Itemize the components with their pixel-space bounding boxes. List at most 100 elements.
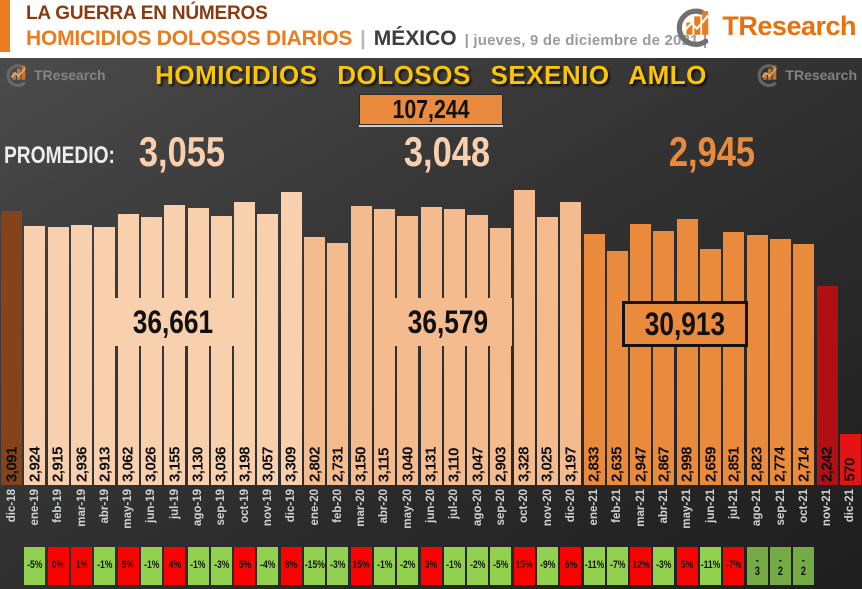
pct-change-feb-20: -3% xyxy=(327,547,349,585)
bar-value-label: 2,774 xyxy=(771,446,789,482)
pct-change-jul-19: 4% xyxy=(164,547,186,585)
average-2019: 3,055 xyxy=(138,128,226,175)
month-label-ago-21: ago-21 xyxy=(751,489,764,527)
watermark-right: TResearch xyxy=(756,62,857,87)
bar-abr-19: 2,913 xyxy=(94,227,116,485)
bar-value-label: 570 xyxy=(841,458,859,482)
month-axis: dic-18 ene-19 feb-19 mar-19 abr-19 may-19 jun-… xyxy=(0,487,862,545)
month-label-nov-19: nov-19 xyxy=(261,489,274,527)
pct-change-mar-20: 15% xyxy=(350,547,372,585)
bar-value-label: 2,903 xyxy=(492,446,510,482)
pct-change-sep-20: -5% xyxy=(490,547,512,585)
bar-may-20: 3,040 xyxy=(397,216,419,485)
pct-change-ene-21: -11% xyxy=(583,547,605,585)
grand-total-value: 107,244 xyxy=(392,94,470,124)
pct-change-nov-19: -4% xyxy=(257,547,279,585)
bar-oct-20: 3,328 xyxy=(513,190,535,485)
accent-strip xyxy=(0,0,10,52)
month-label-nov-20: nov-20 xyxy=(541,489,554,527)
bar-ene-19: 2,924 xyxy=(24,226,46,485)
bar-abr-20: 3,115 xyxy=(373,209,395,485)
month-label-nov-21: nov-21 xyxy=(821,489,834,527)
bar-value-label: 3,155 xyxy=(166,446,184,482)
bar-oct-21: 2,714 xyxy=(793,244,815,485)
month-label-mar-21: mar-21 xyxy=(634,489,647,527)
pct-change-row: -5% 0% 1% -1% 5% -1% 4% -1% -3% 5% -4% 8% -15% -3% 15%… xyxy=(0,547,862,585)
pct-change-may-20: -2% xyxy=(397,547,419,585)
pct-change-abr-20: -1% xyxy=(373,547,395,585)
bar-value-label: 3,198 xyxy=(236,446,254,482)
bar-value-label: 3,110 xyxy=(445,447,463,482)
report-title: HOMICIDIOS DOLOSOS DIARIOS xyxy=(26,26,353,50)
bar-jun-20: 3,131 xyxy=(420,207,442,485)
bar-dic-20: 3,197 xyxy=(560,202,582,485)
brand-logo: TResearch xyxy=(674,5,856,47)
pct-change-feb-21: -7% xyxy=(606,547,628,585)
bar-dic-18: 3,091 xyxy=(1,211,23,485)
month-label-may-19: may-19 xyxy=(122,489,135,529)
pct-change-ene-20: -15% xyxy=(304,547,326,585)
bar-mar-19: 2,936 xyxy=(71,225,93,485)
date-label: | jueves, 9 de diciembre de 2021 | xyxy=(464,31,708,49)
bar-ago-20: 3,047 xyxy=(467,215,489,485)
month-label-feb-20: feb-20 xyxy=(331,489,344,523)
month-label-dic-19: dic-19 xyxy=(285,489,298,523)
bar-value-label: 3,040 xyxy=(399,446,417,482)
brand-name: TResearch xyxy=(785,66,857,83)
bar-value-label: 2,731 xyxy=(329,446,347,482)
pct-change-oct-19: 5% xyxy=(234,547,256,585)
bar-may-19: 3,062 xyxy=(117,214,139,485)
month-label-sep-20: sep-20 xyxy=(494,489,507,526)
pct-change-jun-20: 3% xyxy=(420,547,442,585)
month-label-feb-21: feb-21 xyxy=(611,489,624,523)
bar-abr-21: 2,867 xyxy=(653,231,675,485)
bar-ene-20: 2,802 xyxy=(304,237,326,485)
bar-nov-19: 3,057 xyxy=(257,214,279,485)
bar-value-label: 2,913 xyxy=(96,446,114,482)
watermark-left: TResearch xyxy=(5,62,106,87)
bar-value-label: 2,936 xyxy=(73,446,91,482)
bar-dic-21: 570 xyxy=(839,434,861,485)
bar-value-label: 3,036 xyxy=(212,446,230,482)
month-label-oct-19: oct-19 xyxy=(238,489,251,523)
bar-value-label: 2,924 xyxy=(26,446,44,482)
bar-sep-20: 2,903 xyxy=(490,228,512,485)
pct-change-may-19: 5% xyxy=(117,547,139,585)
pct-change-oct-21: -2 xyxy=(793,547,815,585)
bar-value-label: 3,115 xyxy=(375,447,393,482)
bar-value-label: 2,714 xyxy=(795,446,813,482)
bar-value-label: 2,867 xyxy=(655,446,673,482)
month-label-ene-21: ene-21 xyxy=(588,489,601,526)
pct-change-abr-19: -1% xyxy=(94,547,116,585)
pct-change-mar-19: 1% xyxy=(71,547,93,585)
bar-value-label: 2,947 xyxy=(632,446,650,482)
month-label-dic-20: dic-20 xyxy=(564,489,577,523)
bar-jul-20: 3,110 xyxy=(443,209,465,485)
pct-change-ago-21: -3 xyxy=(746,547,768,585)
month-label-ene-19: ene-19 xyxy=(28,489,41,526)
bar-dic-19: 3,309 xyxy=(280,192,302,485)
pct-change-sep-21: -2 xyxy=(769,547,791,585)
bar-nov-20: 3,025 xyxy=(536,217,558,485)
bar-jul-21: 2,851 xyxy=(723,232,745,485)
pct-change-dic-19: 8% xyxy=(280,547,302,585)
bar-nov-21: 2,242 xyxy=(816,286,838,485)
brand-name: TResearch xyxy=(34,66,106,83)
bar-value-label: 2,635 xyxy=(608,446,626,482)
month-label-abr-20: abr-20 xyxy=(378,489,391,524)
pct-change-nov-20: -9% xyxy=(536,547,558,585)
bar-sep-21: 2,774 xyxy=(769,239,791,485)
bar-oct-19: 3,198 xyxy=(234,202,256,485)
month-label-oct-20: oct-20 xyxy=(518,489,531,523)
month-label-ago-19: ago-19 xyxy=(192,489,204,527)
year-total-2020: 36,579 xyxy=(384,298,512,346)
pct-change-may-21: 5% xyxy=(676,547,698,585)
promedio-label: PROMEDIO: xyxy=(4,142,115,169)
bar-may-21: 2,998 xyxy=(676,219,698,485)
average-2020: 3,048 xyxy=(403,128,491,175)
bar-ago-21: 2,823 xyxy=(746,235,768,485)
separator: | xyxy=(360,27,366,50)
chart-title: HOMICIDIOS DOLOSOS SEXENIO AMLO xyxy=(155,60,707,90)
month-label-jul-21: jul-21 xyxy=(727,489,740,520)
bar-value-label: 3,328 xyxy=(515,446,533,482)
